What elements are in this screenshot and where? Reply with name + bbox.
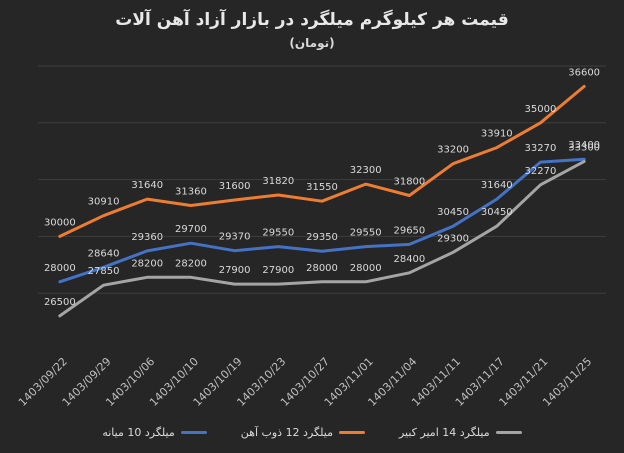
legend-label: میلگرد 14 امیر کبیر bbox=[398, 426, 490, 439]
legend-label: میلگرد 12 ذوب آهن bbox=[240, 426, 333, 439]
series-line-2 bbox=[58, 159, 586, 318]
data-label: 27900 bbox=[219, 265, 251, 276]
data-label: 26500 bbox=[44, 297, 76, 308]
data-label: 32270 bbox=[525, 166, 557, 177]
data-label: 33270 bbox=[525, 143, 557, 154]
data-label: 29350 bbox=[306, 232, 338, 243]
data-label: 28400 bbox=[393, 254, 425, 265]
legend: میلگرد 10 میانه میلگرد 12 ذوب آهن میلگرد… bbox=[0, 426, 624, 439]
data-label: 33910 bbox=[481, 129, 513, 140]
data-label: 31640 bbox=[481, 180, 513, 191]
data-label: 30450 bbox=[481, 207, 513, 218]
data-label: 32300 bbox=[350, 165, 382, 176]
legend-item-series-0: میلگرد 10 میانه bbox=[102, 426, 207, 439]
data-label: 27900 bbox=[262, 265, 294, 276]
data-label: 29550 bbox=[350, 228, 382, 239]
legend-swatch bbox=[180, 431, 207, 434]
data-label: 33400 bbox=[568, 140, 600, 151]
chart-subtitle: (تومان) bbox=[289, 36, 335, 50]
data-label: 29300 bbox=[437, 233, 469, 244]
data-label: 29360 bbox=[131, 232, 163, 243]
data-label: 28640 bbox=[88, 248, 120, 259]
data-label: 30000 bbox=[44, 217, 76, 228]
data-label: 31800 bbox=[393, 177, 425, 188]
data-label: 31600 bbox=[219, 181, 251, 192]
legend-item-series-1: میلگرد 12 ذوب آهن bbox=[241, 426, 365, 439]
data-label: 29550 bbox=[262, 228, 294, 239]
data-label: 35000 bbox=[525, 104, 557, 115]
legend-item-series-2: میلگرد 14 امیر کبیر bbox=[399, 426, 522, 439]
data-label: 36600 bbox=[568, 67, 600, 78]
data-label: 28200 bbox=[175, 258, 207, 269]
data-label: 31550 bbox=[306, 182, 338, 193]
data-label: 28000 bbox=[44, 263, 76, 274]
legend-swatch bbox=[338, 431, 365, 434]
data-label: 29650 bbox=[393, 225, 425, 236]
data-label: 33300 bbox=[568, 142, 600, 153]
chart-title: قیمت هر کیلوگرم میلگرد در بازار آزاد آهن… bbox=[115, 10, 509, 30]
data-label: 29700 bbox=[175, 224, 207, 235]
data-label: 31360 bbox=[175, 187, 207, 198]
series-line-1 bbox=[58, 84, 586, 238]
data-label: 30450 bbox=[437, 207, 469, 218]
data-label: 27850 bbox=[88, 266, 120, 277]
data-label: 28200 bbox=[131, 258, 163, 269]
data-label: 31640 bbox=[131, 180, 163, 191]
data-label: 28000 bbox=[306, 263, 338, 274]
legend-label: میلگرد 10 میانه bbox=[102, 426, 175, 439]
legend-swatch bbox=[495, 431, 522, 434]
data-label: 28000 bbox=[350, 263, 382, 274]
data-label: 30910 bbox=[88, 197, 120, 208]
series-line-0 bbox=[58, 157, 586, 284]
data-label: 33200 bbox=[437, 145, 469, 156]
data-label: 31820 bbox=[262, 176, 294, 187]
data-label: 29370 bbox=[219, 232, 251, 243]
